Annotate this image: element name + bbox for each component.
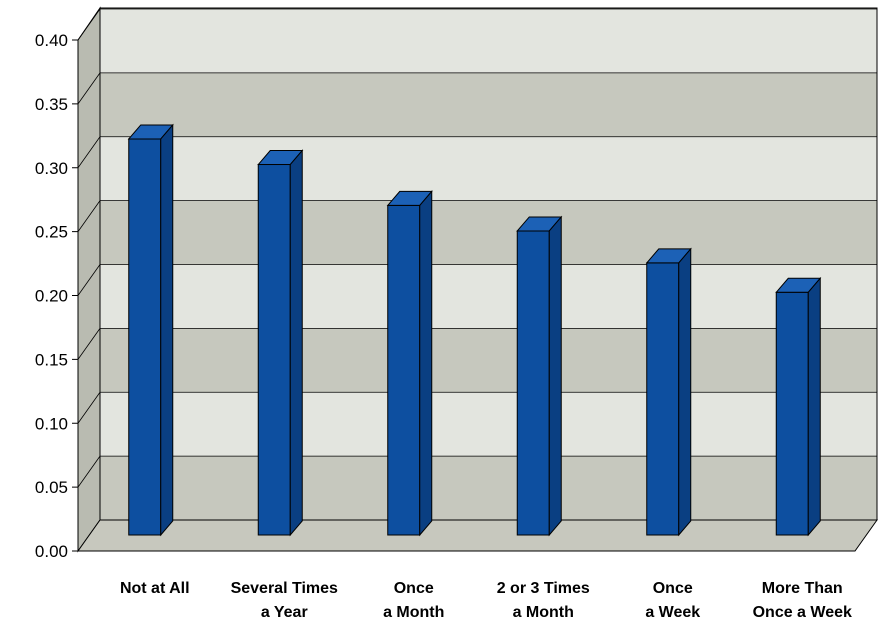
bar-front — [128, 138, 162, 536]
x-category-label: a Month — [513, 604, 574, 621]
bar-front — [257, 164, 291, 536]
y-tick-label: 0.35 — [35, 95, 68, 114]
chart-walls — [77, 6, 878, 553]
x-category-label: Not at All — [120, 580, 190, 597]
y-tick-label: 0.05 — [35, 478, 68, 497]
back-wall-band — [100, 456, 877, 520]
x-category-label: Once — [653, 580, 693, 597]
y-axis: 0.00 0.05 0.10 0.15 0.20 0.25 0.30 0.35 0.40 — [35, 31, 79, 561]
back-wall-band — [100, 392, 877, 457]
x-category-label: 2 or 3 Times — [497, 580, 590, 597]
bar — [386, 190, 433, 537]
x-category-label: a Week — [645, 604, 700, 621]
x-category-label: Several Times — [231, 580, 338, 597]
y-tick-label: 0.30 — [35, 159, 68, 178]
bar-side — [678, 247, 692, 537]
back-wall-band — [100, 200, 877, 265]
back-wall-band — [100, 264, 877, 329]
y-tick-label: 0.20 — [35, 287, 68, 306]
bar-side — [807, 276, 821, 537]
x-axis-labels: Not at All Several Times a Year Once a Month… — [120, 580, 852, 621]
x-category-label: More Than — [762, 580, 843, 597]
back-wall-band — [100, 328, 877, 393]
gridline-side — [77, 136, 101, 168]
bar-front — [516, 230, 550, 536]
y-tick-label: 0.10 — [35, 414, 68, 433]
gridline-side — [77, 264, 101, 296]
bar-side — [160, 123, 174, 537]
gridline-side — [77, 8, 101, 41]
bar — [257, 149, 304, 537]
bar-front — [775, 291, 809, 536]
y-tick-label: 0.25 — [35, 223, 68, 242]
back-wall-band — [100, 72, 877, 137]
x-category-label: Once a Week — [753, 604, 852, 621]
floor — [77, 519, 878, 552]
bar-front — [646, 262, 680, 536]
y-tick-label: 0.00 — [35, 542, 68, 561]
y-tick-label: 0.40 — [35, 31, 68, 50]
gridlines — [77, 8, 877, 488]
bar — [127, 123, 174, 537]
y-tick-label: 0.15 — [35, 350, 68, 369]
x-category-label: Once — [394, 580, 434, 597]
bar-front — [387, 204, 421, 536]
bar-side — [289, 149, 303, 537]
bar-side — [548, 215, 562, 537]
bar-side — [419, 190, 433, 537]
back-wall-border — [99, 7, 878, 521]
x-category-label: a Year — [261, 604, 308, 621]
gridline-side — [77, 200, 101, 232]
x-category-label: a Month — [383, 604, 444, 621]
back-wall-band — [100, 9, 877, 73]
gridline-side — [77, 72, 101, 105]
bar — [775, 276, 822, 537]
bars — [127, 123, 822, 537]
gridline-side — [77, 455, 101, 488]
bar — [645, 247, 692, 537]
bar — [516, 215, 563, 537]
gridline-side — [77, 328, 101, 360]
gridline-side — [77, 392, 101, 424]
back-wall-band — [100, 136, 877, 201]
